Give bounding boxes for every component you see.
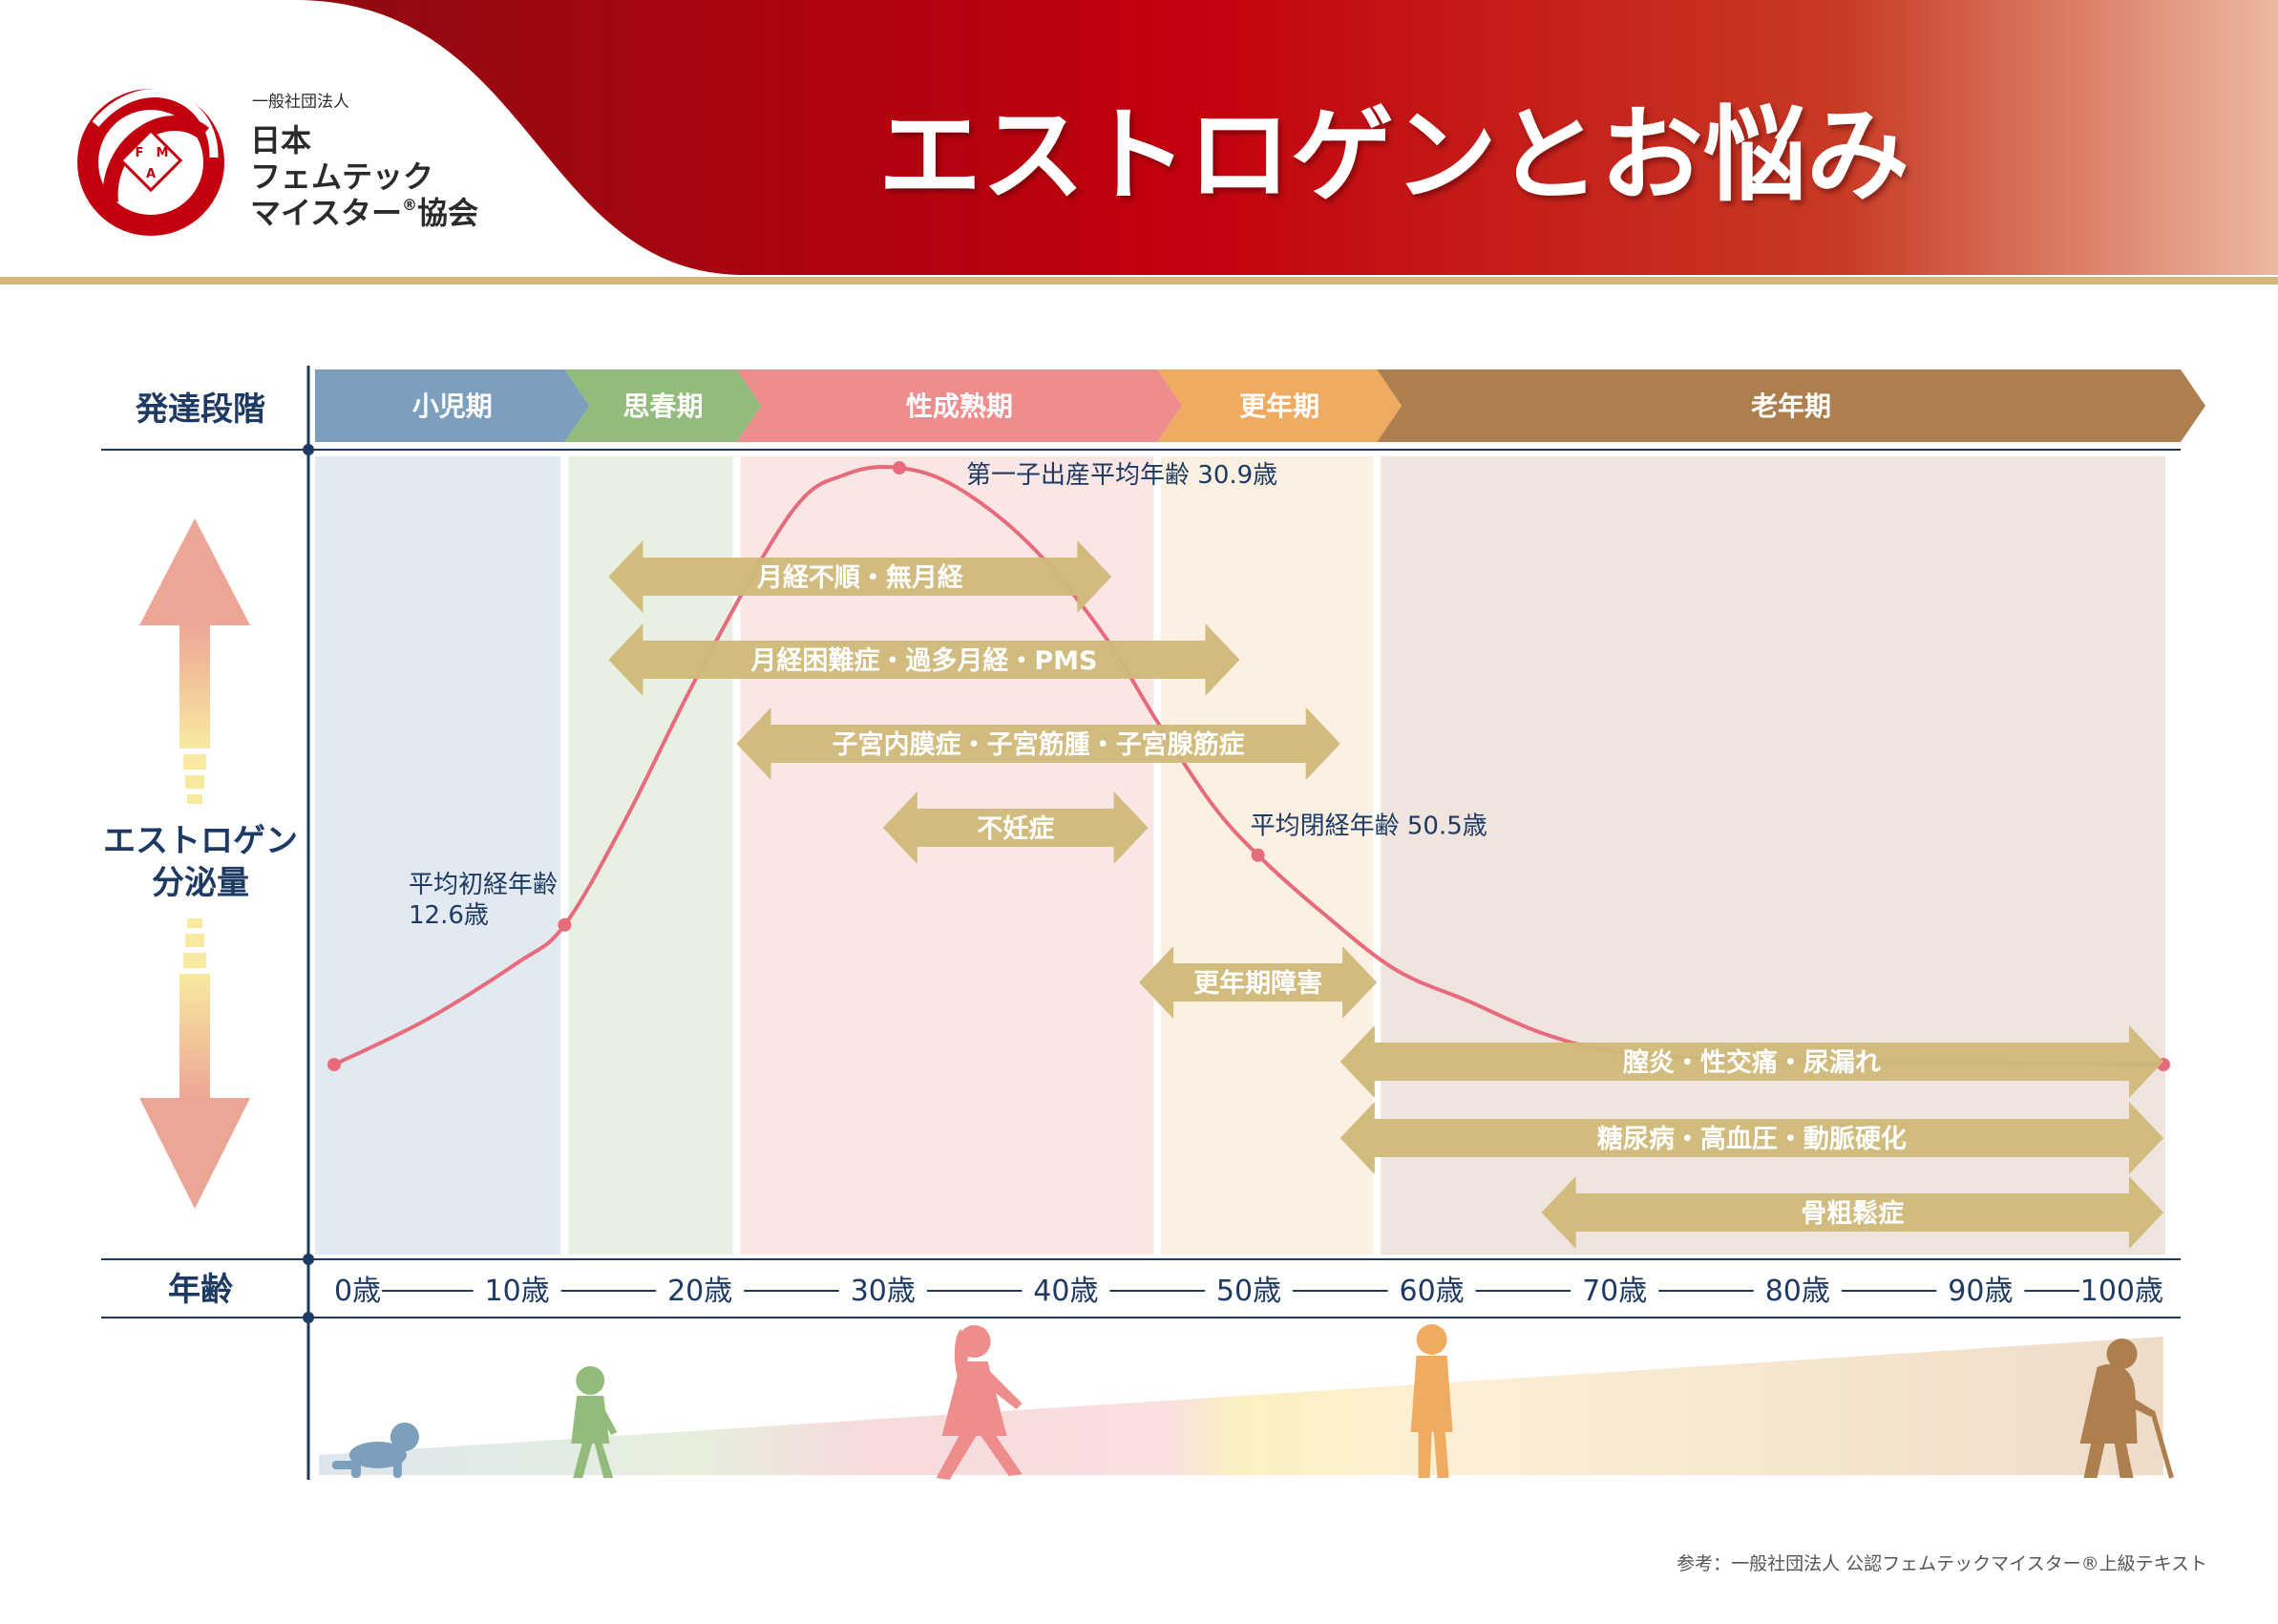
org-name-line1: 日本 [250,122,311,158]
stage-4: 老年期 [1377,369,2205,442]
age-tick-10: 100歳 [2080,1275,2163,1308]
stage-2: 性成熟期 [736,369,1183,442]
problem-label-5: 膣炎・性交痛・尿漏れ [1623,1047,1881,1078]
problem-range-0: 月経不順・無月経 [608,540,1112,613]
age-axis: 0歳 10歳 20歳 30歳 40歳 50歳 60歳 70歳 80歳 90歳 100歳 [334,1275,2163,1308]
row-label-stage: 発達段階 [136,390,265,429]
annotation-marker-2 [1251,848,1265,862]
walking-child-icon [571,1366,618,1478]
stage-label-2: 性成熟期 [906,390,1013,422]
age-tick-1: 10歳 [485,1275,550,1308]
problem-label-3: 不妊症 [977,814,1054,844]
annotation-marker-1 [893,461,907,475]
org-prefix: 一般社団法人 [252,93,349,112]
problem-range-4: 更年期障害 [1139,946,1378,1019]
stage-label-3: 更年期 [1239,390,1319,422]
age-tick-2: 20歳 [667,1275,732,1308]
reference-note: 参考：一般社団法人 公認フェムテックマイスター®上級テキスト [1677,1553,2207,1574]
annotation-text-2-0: 平均閉経年齢 50.5歳 [1251,812,1487,841]
stage-bg-3 [1161,456,1374,1255]
estrogen-range-arrow-icon [139,518,250,1209]
row-label-estrogen-1: エストロゲン [103,822,298,860]
logo-letter-m: M [157,146,169,160]
age-tick-3: 30歳 [851,1275,916,1308]
stage-3: 更年期 [1157,369,1403,442]
problem-range-1: 月経困難症・過多月経・PMS [608,623,1240,696]
annotation-text-0-0: 平均初経年齢 [409,871,558,899]
crawling-baby-icon [331,1423,419,1478]
standing-woman-icon [1410,1324,1453,1478]
age-progress-wedge [319,1337,2163,1475]
logo-letter-f: F [136,146,144,160]
header: F M A 一般社団法人 日本 フェムテック マイスター®協会 エストロゲンとお… [0,0,2278,285]
age-tick-8: 80歳 [1765,1275,1830,1308]
header-red-wave [286,0,2278,275]
stage-arrows: 小児期 思春期 性成熟期 更年期 老年期 [315,369,2205,442]
problem-label-7: 骨粗鬆症 [1801,1198,1904,1229]
age-tick-5: 50歳 [1216,1275,1281,1308]
life-stage-figures [331,1324,2174,1480]
problem-label-0: 月経不順・無月経 [756,562,964,593]
header-gold-rule [0,277,2278,285]
org-name-line3: マイスター®協会 [250,195,478,231]
age-tick-0: 0歳 [334,1275,381,1308]
problem-label-6: 糖尿病・高血圧・動脈硬化 [1597,1124,1907,1154]
annotation-text-1-0: 第一子出産平均年齢 30.9歳 [966,461,1277,490]
problem-range-5: 膣炎・性交痛・尿漏れ [1339,1025,2163,1098]
annotation-text-0-1: 12.6歳 [409,901,489,930]
problem-label-1: 月経困難症・過多月経・PMS [749,645,1097,676]
walking-woman-icon [936,1325,1023,1480]
page-title: エストロゲンとお悩み [878,95,1909,216]
row-lines [101,366,2181,1480]
problem-label-2: 子宮内膜症・子宮筋腫・子宮腺筋症 [833,729,1245,760]
problem-label-4: 更年期障害 [1193,968,1322,999]
stage-bg-0 [315,456,561,1255]
age-tick-7: 70歳 [1582,1275,1647,1308]
stage-label-4: 老年期 [1751,390,1831,422]
annotation-marker-0 [558,917,572,932]
org-name-line2: フェムテック [250,158,433,195]
age-tick-6: 60歳 [1400,1275,1465,1308]
stage-0: 小児期 [315,369,590,442]
stage-label-0: 小児期 [412,390,493,422]
row-label-age: 年齢 [168,1271,233,1309]
problem-range-3: 不妊症 [882,791,1149,864]
curve-start-point [327,1058,341,1072]
age-tick-9: 90歳 [1948,1275,2013,1308]
problem-range-6: 糖尿病・高血圧・動脈硬化 [1339,1102,2163,1174]
org-logo-icon: F M A [77,89,224,236]
stage-label-1: 思春期 [622,390,703,422]
problem-range-2: 子宮内膜症・子宮筋腫・子宮腺筋症 [736,707,1340,780]
problem-range-7: 骨粗鬆症 [1541,1176,2163,1249]
age-tick-4: 40歳 [1033,1275,1098,1308]
row-label-estrogen-2: 分泌量 [152,864,249,902]
stage-1: 思春期 [564,369,762,442]
elderly-woman-cane-icon [2079,1339,2174,1479]
logo-letter-a: A [146,167,156,181]
